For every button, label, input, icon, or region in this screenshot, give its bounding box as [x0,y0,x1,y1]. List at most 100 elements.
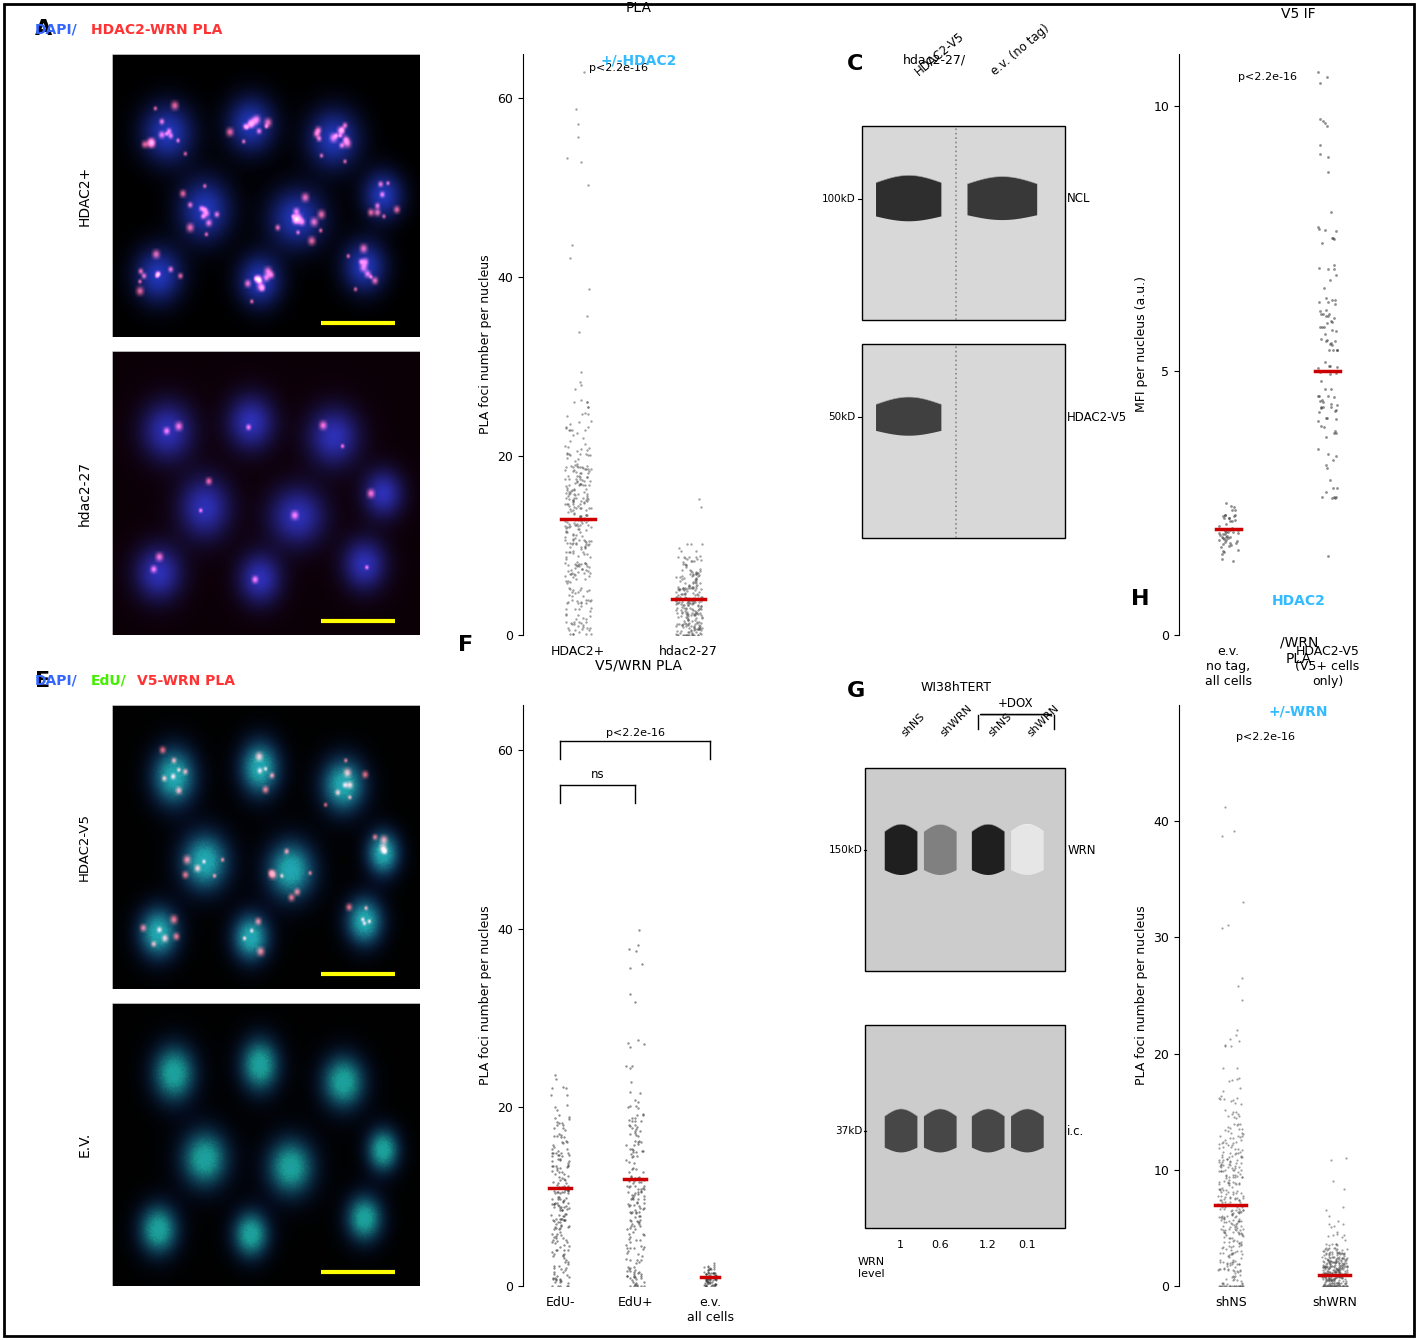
Point [618,1194,641,1215]
Point [678,590,700,611]
Point [556,570,579,591]
Point [1332,1276,1354,1297]
Point [1211,1150,1234,1171]
Point [627,1262,649,1284]
Point [557,578,580,599]
Point [545,1142,567,1163]
Point [563,478,586,500]
Point [1231,1194,1254,1215]
Point [1229,1147,1252,1168]
Point [563,478,586,500]
Point [1334,1262,1357,1284]
Point [570,592,593,614]
Point [671,602,693,623]
Point [1231,1223,1254,1245]
Point [549,1270,571,1292]
Point [1332,1197,1354,1218]
Point [554,529,577,551]
Point [1231,1130,1254,1151]
Point [1218,507,1241,528]
Point [685,572,708,594]
Point [1221,1089,1244,1111]
Point [674,576,696,598]
Point [1317,1225,1340,1246]
Point [569,444,591,465]
Point [577,515,600,536]
Point [681,599,703,620]
Point [688,564,710,586]
Point [1214,1100,1236,1122]
Point [664,567,686,588]
Point [542,1155,564,1177]
Point [576,535,598,556]
Point [1316,1257,1339,1278]
Point [685,578,708,599]
Point [1326,1238,1349,1260]
Point [577,590,600,611]
Point [695,1276,718,1297]
Point [550,1258,573,1280]
Point [1210,1252,1232,1273]
Point [569,473,591,494]
Point [1324,488,1347,509]
Point [1229,1163,1252,1185]
Point [1317,1250,1340,1272]
Point [620,1072,642,1093]
Point [1333,1250,1356,1272]
Point [1326,1242,1349,1264]
Point [549,1197,571,1218]
Point [1314,218,1337,240]
Point [556,1265,579,1286]
Point [546,1100,569,1122]
Point [559,563,581,584]
Point [1316,1260,1339,1281]
Text: p<2.2e-16: p<2.2e-16 [588,63,648,74]
Point [689,602,712,623]
Point [689,615,712,636]
Text: HDAC2+: HDAC2+ [78,165,91,225]
Point [1312,1260,1334,1281]
Point [618,1202,641,1223]
Point [569,473,591,494]
Point [617,1033,640,1055]
Point [556,493,579,515]
Point [703,1265,726,1286]
Point [566,454,588,476]
Point [1219,1191,1242,1213]
Point [1228,1276,1251,1297]
Point [1225,1230,1248,1252]
Point [1330,1258,1353,1280]
Point [556,592,579,614]
Point [628,1211,651,1233]
Point [1214,504,1236,525]
Point [1317,1262,1340,1284]
Point [547,1195,570,1217]
Point [576,391,598,413]
Point [628,1171,651,1193]
Point [1323,1237,1346,1258]
Point [1222,1265,1245,1286]
Point [1219,532,1242,553]
Point [678,574,700,595]
Point [665,614,688,635]
Point [630,1120,652,1142]
Point [679,590,702,611]
Point [705,1266,727,1288]
Point [1322,1257,1344,1278]
Point [682,619,705,641]
Point [1222,1230,1245,1252]
Point [573,509,596,531]
Point [1327,1260,1350,1281]
Point [628,1209,651,1230]
Point [1327,1257,1350,1278]
Point [1314,1268,1337,1289]
Point [1228,1210,1251,1231]
Point [1322,1252,1344,1273]
Point [571,427,594,449]
Point [1320,1276,1343,1297]
Point [550,1177,573,1198]
Point [1324,1272,1347,1293]
Point [1313,1244,1336,1265]
Point [1324,422,1347,444]
Point [1224,1241,1246,1262]
